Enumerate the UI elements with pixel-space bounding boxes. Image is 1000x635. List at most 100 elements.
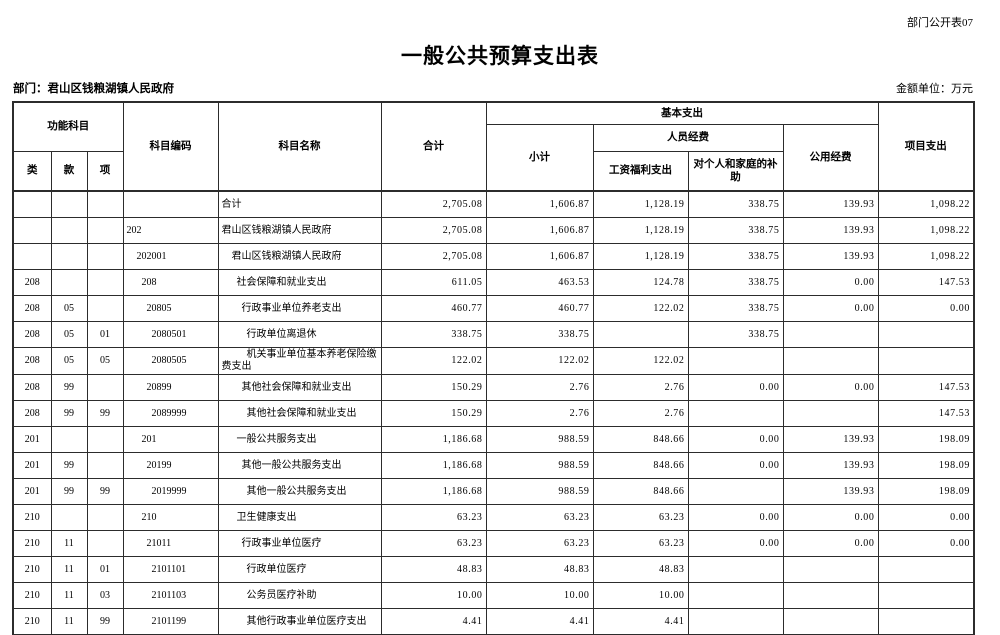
cell-family bbox=[687, 582, 784, 609]
table-row: 210 11 01 2101101 行政单位医疗 48.83 48.83 48.83 bbox=[12, 556, 975, 583]
cell-kuan bbox=[50, 217, 88, 244]
cell-subtotal: 63.23 bbox=[485, 530, 594, 557]
cell-wage: 4.41 bbox=[592, 608, 689, 635]
cell-wage: 2.76 bbox=[592, 400, 689, 427]
cell-xiang: 99 bbox=[86, 478, 124, 505]
cell-subtotal: 988.59 bbox=[485, 478, 594, 505]
cell-name: 君山区钱粮湖镇人民政府 bbox=[217, 243, 382, 270]
cell-name: 其他社会保障和就业支出 bbox=[217, 400, 382, 427]
cell-wage: 1,128.19 bbox=[592, 243, 689, 270]
cell-public: 139.93 bbox=[782, 478, 879, 505]
cell-public: 0.00 bbox=[782, 295, 879, 322]
cell-project bbox=[877, 347, 975, 375]
cell-code: 2101101 bbox=[122, 556, 219, 583]
cell-code: 208 bbox=[122, 269, 219, 296]
cell-lei: 208 bbox=[12, 295, 52, 322]
cell-name: 行政单位离退休 bbox=[217, 321, 382, 348]
cell-public bbox=[782, 608, 879, 635]
header-basic-expenditure: 基本支出 bbox=[485, 101, 879, 125]
cell-wage: 122.02 bbox=[592, 295, 689, 322]
cell-total: 63.23 bbox=[380, 504, 487, 531]
cell-subtotal: 460.77 bbox=[485, 295, 594, 322]
cell-lei: 201 bbox=[12, 452, 52, 479]
cell-wage: 124.78 bbox=[592, 269, 689, 296]
table-header: 功能科目 科目编码 科目名称 合计 基本支出 项目支出 小计 人员经费 公用经费… bbox=[12, 101, 975, 192]
cell-subtotal: 463.53 bbox=[485, 269, 594, 296]
cell-lei: 208 bbox=[12, 374, 52, 401]
cell-public bbox=[782, 582, 879, 609]
cell-subtotal: 2.76 bbox=[485, 400, 594, 427]
meta-row: 部门：君山区钱粮湖镇人民政府 金额单位：万元 bbox=[13, 80, 973, 96]
header-public-funds: 公用经费 bbox=[782, 123, 879, 192]
cell-family: 0.00 bbox=[687, 374, 784, 401]
cell-total: 2,705.08 bbox=[380, 217, 487, 244]
cell-total: 122.02 bbox=[380, 347, 487, 375]
cell-code: 210 bbox=[122, 504, 219, 531]
cell-code: 2101103 bbox=[122, 582, 219, 609]
department-label: 部门：君山区钱粮湖镇人民政府 bbox=[13, 83, 174, 95]
cell-total: 63.23 bbox=[380, 530, 487, 557]
cell-code: 201 bbox=[122, 426, 219, 453]
cell-family: 0.00 bbox=[687, 426, 784, 453]
cell-wage: 1,128.19 bbox=[592, 217, 689, 244]
header-subtotal: 小计 bbox=[485, 123, 594, 192]
cell-total: 1,186.68 bbox=[380, 478, 487, 505]
header-project-expenditure: 项目支出 bbox=[877, 101, 975, 192]
table-row: 208 05 01 2080501 行政单位离退休 338.75 338.75 338.7… bbox=[12, 321, 975, 348]
cell-project: 0.00 bbox=[877, 295, 975, 322]
cell-kuan: 99 bbox=[50, 478, 88, 505]
header-subject-code: 科目编码 bbox=[122, 101, 219, 192]
table-row: 201 201 一般公共服务支出 1,186.68 988.59 848.66 0.00… bbox=[12, 426, 975, 453]
cell-family bbox=[687, 556, 784, 583]
cell-wage: 63.23 bbox=[592, 504, 689, 531]
cell-xiang bbox=[86, 530, 124, 557]
cell-xiang bbox=[86, 217, 124, 244]
cell-kuan: 99 bbox=[50, 452, 88, 479]
cell-lei: 208 bbox=[12, 347, 52, 375]
cell-family bbox=[687, 400, 784, 427]
cell-kuan bbox=[50, 243, 88, 270]
table-row: 208 99 99 2089999 其他社会保障和就业支出 150.29 2.76 2.7… bbox=[12, 400, 975, 427]
cell-total: 2,705.08 bbox=[380, 243, 487, 270]
cell-project: 1,098.22 bbox=[877, 217, 975, 244]
cell-xiang bbox=[86, 190, 124, 218]
cell-kuan: 99 bbox=[50, 374, 88, 401]
cell-xiang bbox=[86, 374, 124, 401]
cell-lei: 201 bbox=[12, 426, 52, 453]
cell-family: 338.75 bbox=[687, 217, 784, 244]
cell-code: 20805 bbox=[122, 295, 219, 322]
cell-wage: 848.66 bbox=[592, 478, 689, 505]
cell-code: 2080501 bbox=[122, 321, 219, 348]
cell-family: 338.75 bbox=[687, 295, 784, 322]
cell-family: 338.75 bbox=[687, 321, 784, 348]
cell-lei: 210 bbox=[12, 530, 52, 557]
cell-xiang bbox=[86, 504, 124, 531]
amount-unit-label: 金额单位：万元 bbox=[896, 83, 973, 95]
cell-total: 1,186.68 bbox=[380, 426, 487, 453]
cell-code: 21011 bbox=[122, 530, 219, 557]
cell-kuan: 05 bbox=[50, 347, 88, 375]
cell-family: 0.00 bbox=[687, 452, 784, 479]
cell-total: 150.29 bbox=[380, 374, 487, 401]
cell-wage: 2.76 bbox=[592, 374, 689, 401]
cell-subtotal: 10.00 bbox=[485, 582, 594, 609]
cell-subtotal: 338.75 bbox=[485, 321, 594, 348]
cell-code bbox=[122, 190, 219, 218]
cell-public: 139.93 bbox=[782, 190, 879, 218]
page-title: 一般公共预算支出表 bbox=[401, 44, 599, 68]
cell-project: 1,098.22 bbox=[877, 243, 975, 270]
cell-public: 139.93 bbox=[782, 243, 879, 270]
cell-code: 20199 bbox=[122, 452, 219, 479]
cell-kuan: 11 bbox=[50, 556, 88, 583]
cell-project: 198.09 bbox=[877, 452, 975, 479]
cell-public bbox=[782, 556, 879, 583]
header-wage-welfare: 工资福利支出 bbox=[592, 150, 689, 192]
cell-lei: 210 bbox=[12, 556, 52, 583]
table-row: 208 99 20899 其他社会保障和就业支出 150.29 2.76 2.76 0.0… bbox=[12, 374, 975, 401]
table-row: 210 11 99 2101199 其他行政事业单位医疗支出 4.41 4.41 4.41 bbox=[12, 608, 975, 635]
cell-name: 其他一般公共服务支出 bbox=[217, 452, 382, 479]
cell-name: 其他行政事业单位医疗支出 bbox=[217, 608, 382, 635]
table-row: 201 99 20199 其他一般公共服务支出 1,186.68 988.59 848.… bbox=[12, 452, 975, 479]
cell-wage bbox=[592, 321, 689, 348]
